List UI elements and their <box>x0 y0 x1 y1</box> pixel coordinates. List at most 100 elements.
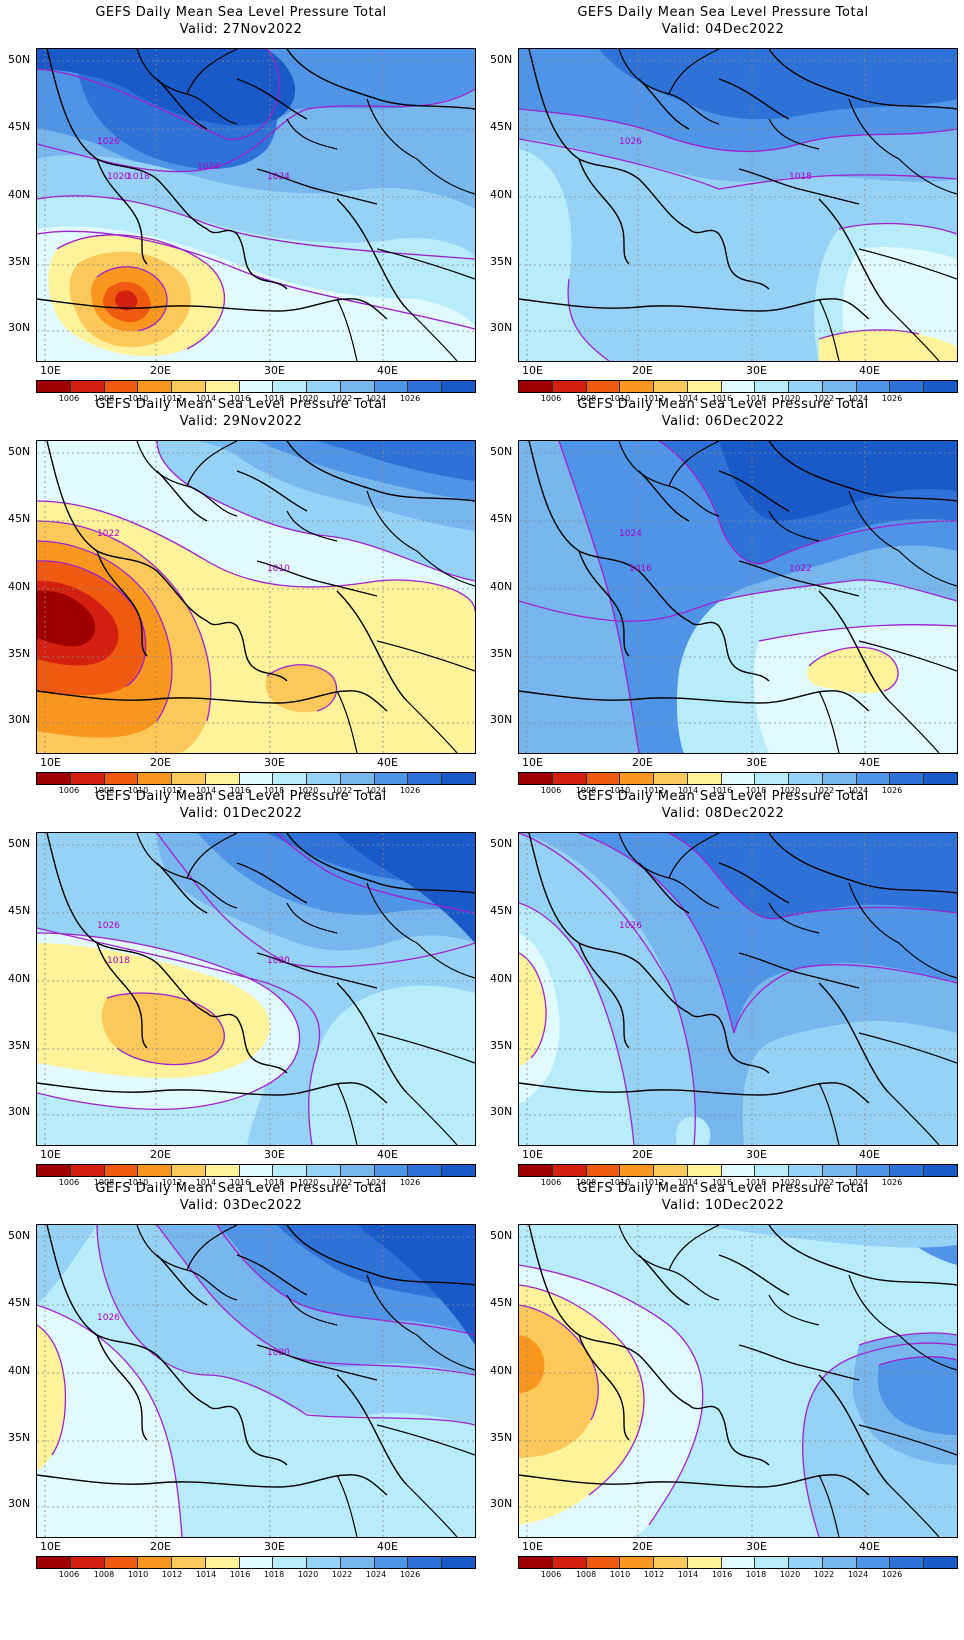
colorbar-swatch <box>755 381 790 392</box>
colorbar-label: 1014 <box>677 1178 699 1187</box>
coastline <box>37 833 475 1104</box>
lon-tick-label: 30E <box>746 364 767 377</box>
colorbar-swatch <box>70 1557 105 1568</box>
colorbar-label: 1018 <box>263 1178 285 1187</box>
isobar-line <box>37 540 173 722</box>
map-panel: GEFS Daily Mean Sea Level Pressure Total… <box>0 1176 482 1586</box>
colorbar-swatch <box>205 381 240 392</box>
colorbar-label: 1006 <box>540 786 562 795</box>
colorbar-swatch <box>442 1557 475 1568</box>
colorbar-label: 1012 <box>643 1178 665 1187</box>
colorbar-swatch <box>340 1557 375 1568</box>
colorbar-swatch <box>620 1165 655 1176</box>
colorbar-swatch <box>104 1557 139 1568</box>
colorbar-swatch <box>654 1557 688 1568</box>
lon-tick-label: 40E <box>377 364 398 377</box>
panel-title: GEFS Daily Mean Sea Level Pressure Total <box>577 397 869 412</box>
colorbar-swatch <box>172 1557 206 1568</box>
colorbar <box>518 1556 958 1569</box>
colorbar-swatch <box>273 381 308 392</box>
colorbar-swatch <box>37 1557 71 1568</box>
colorbar-swatch <box>856 773 891 784</box>
colorbar-swatch <box>408 773 443 784</box>
pressure-band <box>519 1305 599 1458</box>
panel-title: GEFS Daily Mean Sea Level Pressure Total <box>95 5 387 20</box>
colorbar-swatch <box>755 1165 790 1176</box>
lat-tick-label: 35N <box>8 1431 31 1444</box>
colorbar-swatch <box>552 773 587 784</box>
colorbar-label: 1010 <box>127 394 149 403</box>
panel-valid-date: Valid: 03Dec2022 <box>179 1198 303 1213</box>
lat-tick-label: 50N <box>8 53 31 66</box>
isobar-line <box>37 49 280 140</box>
panel-title: GEFS Daily Mean Sea Level Pressure Total <box>95 1181 387 1196</box>
colorbar-label: 1008 <box>575 1178 597 1187</box>
coastline <box>37 1225 475 1496</box>
colorbar-label: 1020 <box>297 394 319 403</box>
colorbar-label: 1010 <box>127 786 149 795</box>
lat-tick-label: 40N <box>8 1364 31 1377</box>
lat-tick-label: 40N <box>8 580 31 593</box>
colorbar-swatch <box>172 1165 206 1176</box>
country-border <box>136 441 475 753</box>
lat-tick-label: 30N <box>8 321 31 334</box>
colorbar-swatch <box>924 773 957 784</box>
lat-tick-label: 40N <box>490 188 513 201</box>
colorbar-label: 1010 <box>609 1178 631 1187</box>
isobar-line <box>37 88 475 173</box>
lat-tick-label: 50N <box>490 837 513 850</box>
colorbar-label: 1010 <box>609 1570 631 1579</box>
colorbar-swatch <box>104 1165 139 1176</box>
contour-label: 1026 <box>619 921 642 931</box>
lat-tick-label: 30N <box>490 713 513 726</box>
lon-tick-label: 40E <box>859 1148 880 1161</box>
colorbar-swatch <box>307 381 341 392</box>
colorbar-swatch <box>552 1165 587 1176</box>
isobar-line <box>519 902 635 1145</box>
colorbar-label: 1020 <box>779 786 801 795</box>
colorbar-swatch <box>890 773 925 784</box>
colorbar-label: 1012 <box>161 1570 183 1579</box>
colorbar-swatch <box>687 773 722 784</box>
colorbar-swatch <box>519 381 553 392</box>
isobar-line <box>37 230 475 330</box>
isobar-line <box>519 952 547 1059</box>
lon-tick-label: 40E <box>377 756 398 769</box>
contour-label: 1020 <box>267 956 290 966</box>
colorbar-label: 1018 <box>263 394 285 403</box>
colorbar-label: 1008 <box>93 1570 115 1579</box>
contour-label: 1018 <box>789 172 812 182</box>
contour-label: 1018 <box>127 172 150 182</box>
pressure-band <box>719 441 957 521</box>
colorbar-label: 1016 <box>229 1178 251 1187</box>
colorbar-label: 1022 <box>813 1178 835 1187</box>
colorbar-label: 1024 <box>365 1178 387 1187</box>
colorbar <box>36 1556 476 1569</box>
pressure-map: 1026 1020 <box>36 1224 476 1538</box>
colorbar-label: 1020 <box>297 1178 319 1187</box>
country-border <box>136 833 475 1145</box>
lon-tick-label: 10E <box>40 1540 61 1553</box>
colorbar-swatch <box>307 773 341 784</box>
lat-tick-label: 45N <box>8 904 31 917</box>
lon-tick-label: 10E <box>522 756 543 769</box>
colorbar-label: 1012 <box>643 1570 665 1579</box>
colorbar-swatch <box>822 773 857 784</box>
lat-tick-label: 30N <box>8 713 31 726</box>
colorbar-swatch <box>374 1557 409 1568</box>
isobar-line <box>519 108 957 153</box>
isobar-line <box>156 441 475 582</box>
colorbar-label: 1016 <box>711 786 733 795</box>
isobar-line <box>658 441 957 565</box>
colorbar-label: 1008 <box>575 394 597 403</box>
colorbar-label: 1010 <box>127 1570 149 1579</box>
colorbar-label: 1024 <box>365 786 387 795</box>
contour-label: 1026 <box>97 1313 120 1323</box>
colorbar-swatch <box>374 381 409 392</box>
lon-tick-label: 30E <box>264 1148 285 1161</box>
isobar-line <box>266 664 338 712</box>
colorbar-swatch <box>687 1165 722 1176</box>
colorbar-label: 1012 <box>161 786 183 795</box>
colorbar-swatch <box>620 1557 655 1568</box>
colorbar-label: 1014 <box>195 394 217 403</box>
